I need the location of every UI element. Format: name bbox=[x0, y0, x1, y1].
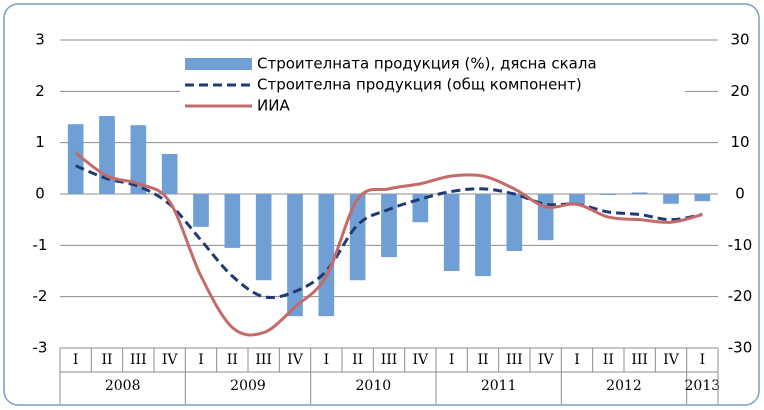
x-group-label: 2008 bbox=[105, 378, 141, 394]
x-tick-label: IV bbox=[287, 352, 304, 368]
x-group-label: 2013 bbox=[685, 378, 721, 394]
x-tick-label: I bbox=[198, 352, 204, 368]
y2-tick-label: 0 bbox=[735, 185, 745, 203]
bar bbox=[631, 192, 648, 194]
x-tick-label: IV bbox=[663, 352, 680, 368]
bar bbox=[255, 194, 272, 281]
x-group-label: 2011 bbox=[481, 378, 517, 394]
bar bbox=[130, 125, 147, 194]
bar bbox=[193, 194, 209, 227]
line bbox=[75, 164, 703, 300]
line bbox=[74, 151, 703, 337]
legend-swatch bbox=[185, 58, 252, 70]
x-tick-label: I bbox=[324, 352, 330, 368]
y-tick-label: -2 bbox=[33, 287, 48, 305]
legend-bg bbox=[180, 52, 685, 120]
bar bbox=[506, 194, 523, 251]
y-tick-label: 2 bbox=[35, 82, 45, 100]
y2-tick-label: 30 bbox=[730, 31, 749, 49]
x-tick-label: II bbox=[477, 352, 488, 368]
x-tick-label: III bbox=[381, 352, 398, 368]
y2-tick-label: 20 bbox=[730, 82, 749, 100]
bar bbox=[67, 124, 84, 194]
y-tick-label: -3 bbox=[33, 339, 48, 357]
x-tick-label: II bbox=[352, 352, 363, 368]
bar bbox=[443, 194, 460, 271]
bar bbox=[224, 194, 241, 248]
y-tick-label: 3 bbox=[35, 31, 45, 49]
x-tick-label: II bbox=[603, 352, 614, 368]
x-group-label: 2009 bbox=[230, 378, 266, 394]
legend-label: Строителната продукция (%), дясна скала bbox=[257, 55, 597, 73]
bar bbox=[600, 194, 617, 196]
x-tick-label: II bbox=[101, 352, 112, 368]
x-tick-label: I bbox=[574, 352, 580, 368]
bar bbox=[381, 194, 397, 258]
x-tick-label: III bbox=[130, 352, 147, 368]
bar bbox=[537, 194, 554, 241]
bar bbox=[318, 194, 335, 317]
x-tick-label: II bbox=[227, 352, 238, 368]
x-tick-label: III bbox=[255, 352, 272, 368]
bar bbox=[349, 194, 366, 281]
bar bbox=[694, 194, 711, 202]
y-tick-label: 0 bbox=[35, 185, 45, 203]
bar bbox=[99, 115, 115, 194]
x-tick-label: IV bbox=[413, 352, 430, 368]
y-tick-label: -1 bbox=[33, 236, 48, 254]
x-tick-label: I bbox=[700, 352, 706, 368]
bar bbox=[569, 194, 585, 205]
y2-tick-label: -30 bbox=[728, 339, 753, 357]
y-tick-label: 1 bbox=[35, 133, 45, 151]
bar bbox=[663, 194, 679, 204]
bar bbox=[161, 153, 178, 194]
x-tick-label: I bbox=[73, 352, 79, 368]
y2-tick-label: 10 bbox=[730, 133, 749, 151]
x-tick-label: III bbox=[506, 352, 523, 368]
legend-label: ИИА bbox=[257, 97, 290, 115]
bar bbox=[287, 194, 303, 317]
bar bbox=[475, 194, 491, 277]
x-tick-label: IV bbox=[162, 352, 179, 368]
y2-tick-label: -20 bbox=[728, 287, 753, 305]
x-group-label: 2010 bbox=[356, 378, 392, 394]
x-group-label: 2012 bbox=[606, 378, 642, 394]
y2-tick-label: -10 bbox=[728, 236, 753, 254]
legend-label: Строителна продукция (общ компонент) bbox=[257, 76, 582, 94]
x-tick-label: I bbox=[449, 352, 455, 368]
x-tick-label: IV bbox=[538, 352, 555, 368]
x-tick-label: III bbox=[631, 352, 648, 368]
